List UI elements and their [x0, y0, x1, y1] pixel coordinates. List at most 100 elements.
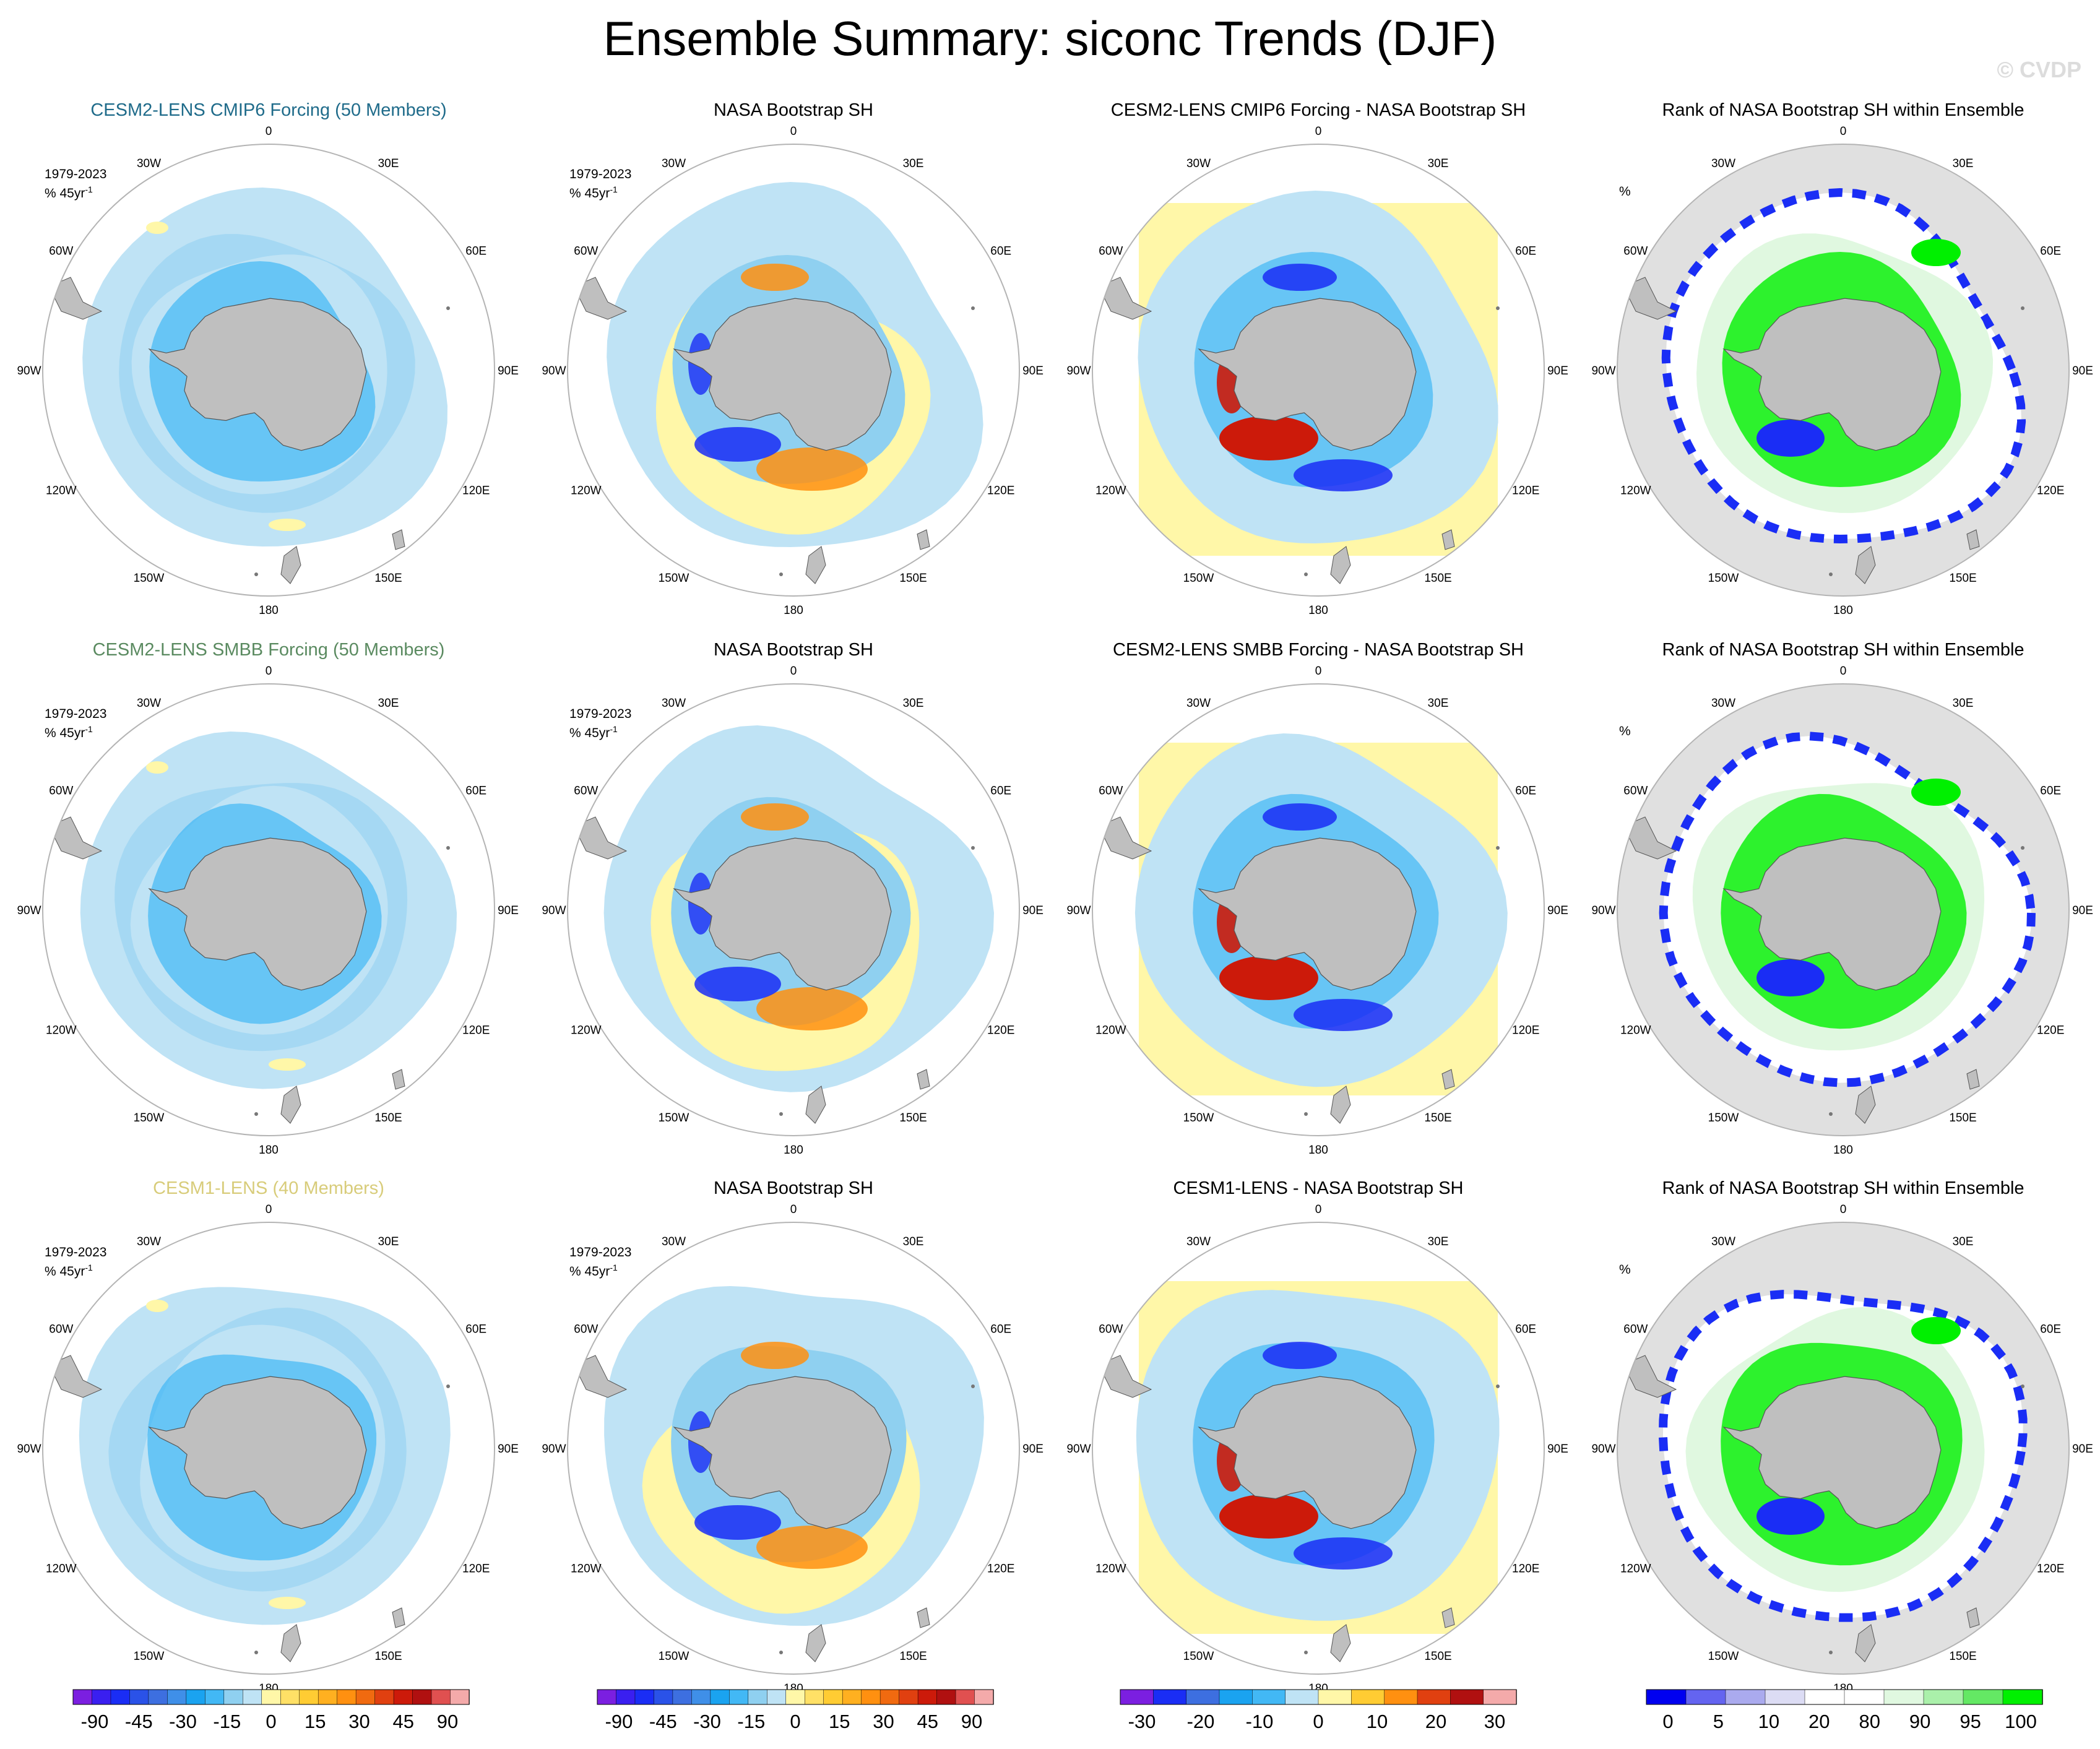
- positive-trend-patch: [269, 1597, 306, 1609]
- colorbar-swatch: [205, 1689, 225, 1705]
- weddell-sea-increase: [741, 264, 809, 291]
- colorbar-tick-label: 95: [1960, 1711, 1981, 1732]
- rank-high-patch: [1911, 239, 1961, 266]
- tasmania-landmass: [917, 529, 930, 550]
- longitude-label: 180: [1308, 1144, 1328, 1157]
- colorbar-tick-label: 10: [1367, 1711, 1388, 1732]
- units-label: % 45yr-1: [569, 182, 618, 201]
- south-america-landmass: [573, 1355, 628, 1398]
- map-field: [1092, 1222, 1544, 1674]
- new-zealand-landmass: [1330, 1086, 1351, 1124]
- colorbar-swatch: [899, 1689, 918, 1705]
- longitude-label: 60E: [2040, 245, 2061, 258]
- colorbar-swatch: [1450, 1689, 1484, 1705]
- longitude-label: 150E: [1424, 1650, 1451, 1663]
- rank-low-amundsen: [1756, 959, 1825, 996]
- map-frame: [1092, 144, 1545, 597]
- map-panel-ensemble: CESM2-LENS CMIP6 Forcing (50 Members) 0 30…: [6, 98, 531, 636]
- polar-map: 0 30E 60E 90E 120E 150E 180 150W 120W 90W 60W 30W: [1591, 125, 2093, 617]
- longitude-label: 30E: [903, 157, 924, 170]
- longitude-label: 90W: [17, 365, 41, 378]
- map-panel-diff: CESM2-LENS SMBB Forcing - NASA Bootstrap…: [1056, 637, 1581, 1176]
- island-marker: [1304, 1651, 1308, 1654]
- colorbar-swatch: [1963, 1689, 2003, 1705]
- longitude-label: 120E: [462, 485, 490, 498]
- south-america-landmass: [48, 1355, 103, 1398]
- polar-map: 0 30E 60E 90E 120E 150E 180 150W 120W 90W 60W 30W: [1591, 665, 2093, 1157]
- longitude-label: 30E: [903, 1235, 924, 1248]
- period-label: 1979-2023: [569, 167, 632, 181]
- longitude-label: 90E: [2072, 1443, 2093, 1456]
- units-label: % 45yr-1: [45, 1260, 93, 1279]
- island-marker: [254, 1651, 258, 1654]
- colorbar-tick-label: -90: [81, 1711, 109, 1732]
- colorbar-tick-label: 45: [917, 1711, 938, 1732]
- longitude-label: 120W: [1620, 485, 1651, 498]
- rank-low-edge: [1659, 732, 2036, 1087]
- longitude-label: 60E: [2040, 1323, 2061, 1336]
- longitude-label: 150W: [1708, 1112, 1739, 1125]
- colorbar-tick-label: 0: [1662, 1711, 1673, 1732]
- map-field: [568, 144, 1019, 596]
- longitude-label: 60W: [1623, 245, 1648, 258]
- longitude-label: 90W: [542, 365, 566, 378]
- longitude-label: 0: [790, 1203, 797, 1216]
- tasmania-landmass: [1441, 1069, 1455, 1090]
- map-panel-diff: CESM1-LENS - NASA Bootstrap SH 0 30E 60E 90E…: [1056, 1176, 1581, 1714]
- colorbar-swatch: [634, 1689, 655, 1705]
- colorbar: -90 -45 -30 -15 0 15 30 45 90: [597, 1689, 994, 1739]
- antarctica-landmass: [1722, 1376, 1942, 1529]
- island-marker: [779, 1112, 783, 1116]
- island-marker: [2021, 1384, 2024, 1388]
- longitude-label: 30W: [1186, 1235, 1211, 1248]
- polar-map: 0 30E 60E 90E 120E 150E 180 150W 120W 90W 60W 30W: [17, 125, 518, 617]
- island-marker: [971, 846, 975, 850]
- new-zealand-landmass: [1855, 1624, 1876, 1662]
- rank-low-edge: [1661, 188, 2026, 544]
- longitude-label: 0: [1315, 125, 1322, 138]
- units-exponent: -1: [85, 724, 93, 734]
- longitude-label: 150E: [374, 1650, 402, 1663]
- longitude-label: 120E: [462, 1563, 490, 1576]
- map-field: [1617, 1222, 2069, 1674]
- colorbar-frame: [1646, 1689, 2043, 1705]
- longitude-label: 120W: [571, 1024, 602, 1037]
- colorbar-swatch: [148, 1689, 168, 1705]
- island-marker: [1496, 306, 1500, 310]
- longitude-label: 150W: [1183, 1650, 1214, 1663]
- longitude-label: 120W: [571, 1563, 602, 1576]
- longitude-label: 0: [266, 665, 272, 678]
- map-panel-rank: Rank of NASA Bootstrap SH within Ensembl…: [1581, 98, 2100, 636]
- new-zealand-landmass: [280, 1624, 301, 1662]
- longitude-label: 150W: [1183, 1112, 1214, 1125]
- island-marker: [1496, 1384, 1500, 1388]
- rank-low-amundsen: [1756, 1498, 1825, 1535]
- rank-high-patch: [1911, 779, 1961, 806]
- cvdp-watermark: © CVDP: [1997, 57, 2081, 82]
- colorbar-swatch: [1219, 1689, 1253, 1705]
- panel-title: CESM2-LENS SMBB Forcing (50 Members): [92, 640, 445, 660]
- map-panel-obs: NASA Bootstrap SH 0 30E 60E 90E 120E 150E 180 15…: [531, 637, 1056, 1176]
- map-frame: [567, 144, 1020, 597]
- longitude-label: 90W: [1066, 1443, 1091, 1456]
- longitude-label: 120W: [1620, 1563, 1651, 1576]
- ross-sea-increase: [756, 447, 868, 491]
- colorbar-tick-label: 100: [2005, 1711, 2037, 1732]
- island-marker: [254, 572, 258, 576]
- colorbar-swatch: [804, 1689, 824, 1705]
- colorbar-tick-label: -15: [737, 1711, 765, 1732]
- new-zealand-landmass: [280, 546, 301, 584]
- colorbar-frame: [1120, 1689, 1517, 1705]
- new-zealand-landmass: [805, 1086, 826, 1124]
- longitude-label: 60W: [574, 785, 598, 798]
- longitude-label: 150E: [899, 572, 927, 585]
- weddell-negative-diff: [1263, 803, 1337, 831]
- colorbar-swatch: [280, 1689, 300, 1705]
- longitude-label: 150W: [659, 1650, 689, 1663]
- ross-sea-increase: [756, 987, 868, 1030]
- colorbar-swatch: [955, 1689, 975, 1705]
- colorbar-swatch: [691, 1689, 711, 1705]
- colorbar-swatch: [1120, 1689, 1154, 1705]
- longitude-label: 90E: [2072, 904, 2093, 917]
